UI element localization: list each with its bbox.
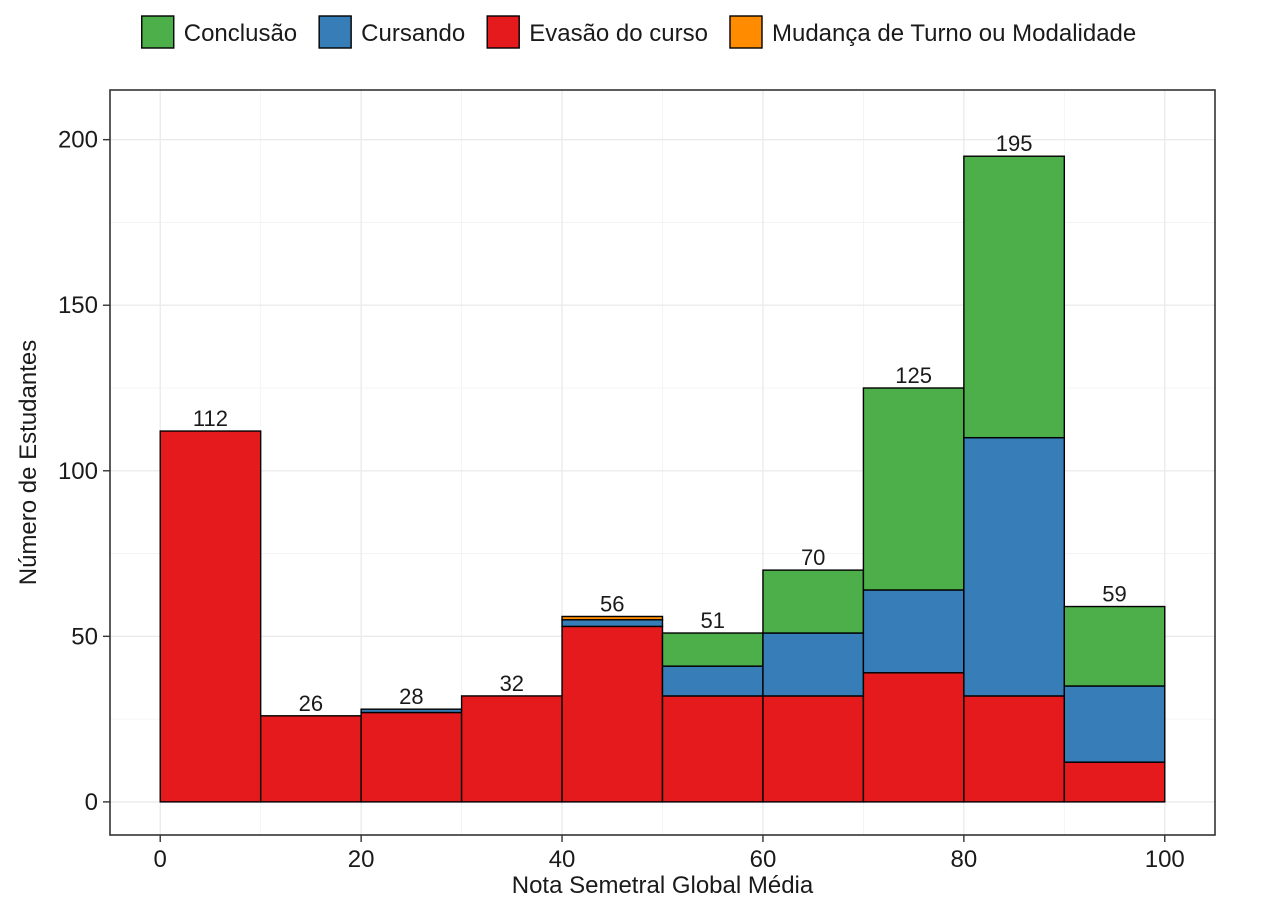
bar-segment-conclus-o <box>1063 605 1166 687</box>
bar-segment-evas-o-do-curso <box>561 625 664 803</box>
bar-total-label: 125 <box>895 363 932 388</box>
x-tick-label: 100 <box>1145 846 1185 873</box>
bar-segment-evas-o-do-curso <box>661 695 764 803</box>
bar-segment-evas-o-do-curso <box>360 711 463 803</box>
bar-total-label: 59 <box>1102 582 1126 607</box>
bar-segment-cursando <box>862 589 965 674</box>
bar-segment-evas-o-do-curso <box>862 672 965 803</box>
y-tick-label: 200 <box>58 127 98 154</box>
legend-key <box>486 15 520 49</box>
bar-total-label: 51 <box>700 608 724 633</box>
bar-segment-evas-o-do-curso <box>963 695 1066 803</box>
bar-total-label: 32 <box>500 671 524 696</box>
bar-segment-evas-o-do-curso <box>159 430 262 803</box>
legend-key <box>141 15 175 49</box>
legend-label: Mudança de Turno ou Modalidade <box>772 20 1136 47</box>
bar-segment-conclus-o <box>762 569 865 634</box>
bar-total-label: 26 <box>299 691 323 716</box>
y-axis: 0 50 100 150 200 <box>58 127 110 816</box>
bar-total-label: 70 <box>801 545 825 570</box>
y-tick-label: 50 <box>71 623 98 650</box>
bar-segment-mudan-a-de-turno-ou-modalidade <box>561 615 664 621</box>
bar-segment-evas-o-do-curso <box>1063 761 1166 803</box>
bar-total-label: 56 <box>600 591 624 616</box>
x-tick-label: 40 <box>549 846 576 873</box>
legend-label: Cursando <box>361 20 465 47</box>
x-tick-label: 80 <box>951 846 978 873</box>
legend-key <box>729 15 763 49</box>
bar-segment-cursando <box>963 436 1066 697</box>
bar-segment-cursando <box>1063 685 1166 763</box>
legend: Conclusão Cursando Evasão do curso Mudança … <box>141 15 1136 49</box>
bar-segment-cursando <box>561 619 664 628</box>
bar-total-labels: 112 26 28 32 56 51 70 125 195 59 <box>193 131 1127 716</box>
bars <box>159 155 1166 803</box>
x-axis-title: Nota Semetral Global Média <box>512 872 814 899</box>
bar-segment-conclus-o <box>661 632 764 667</box>
y-axis-title: Número de Estudantes <box>15 340 42 585</box>
plot-panel <box>109 89 1216 836</box>
bar-total-label: 195 <box>996 131 1033 156</box>
legend-label: Evasão do curso <box>529 20 708 47</box>
x-tick-label: 60 <box>750 846 777 873</box>
bar-segment-evas-o-do-curso <box>460 695 563 803</box>
bar-segment-conclus-o <box>963 155 1066 439</box>
y-tick-label: 150 <box>58 292 98 319</box>
bar-segment-evas-o-do-curso <box>762 695 865 803</box>
y-tick-label: 0 <box>85 789 98 816</box>
bar-total-label: 112 <box>193 406 228 431</box>
bar-total-label: 28 <box>399 684 423 709</box>
legend-label: Conclusão <box>184 20 297 47</box>
x-axis: 0 20 40 60 80 100 <box>154 835 1185 873</box>
bar-segment-cursando <box>360 708 463 714</box>
bar-segment-evas-o-do-curso <box>259 715 362 803</box>
legend-key <box>318 15 352 49</box>
bar-segment-cursando <box>762 632 865 697</box>
bar-segment-conclus-o <box>862 387 965 591</box>
bar-segment-cursando <box>661 665 764 697</box>
x-tick-label: 0 <box>154 846 167 873</box>
x-tick-label: 20 <box>348 846 375 873</box>
y-tick-label: 100 <box>58 458 98 485</box>
